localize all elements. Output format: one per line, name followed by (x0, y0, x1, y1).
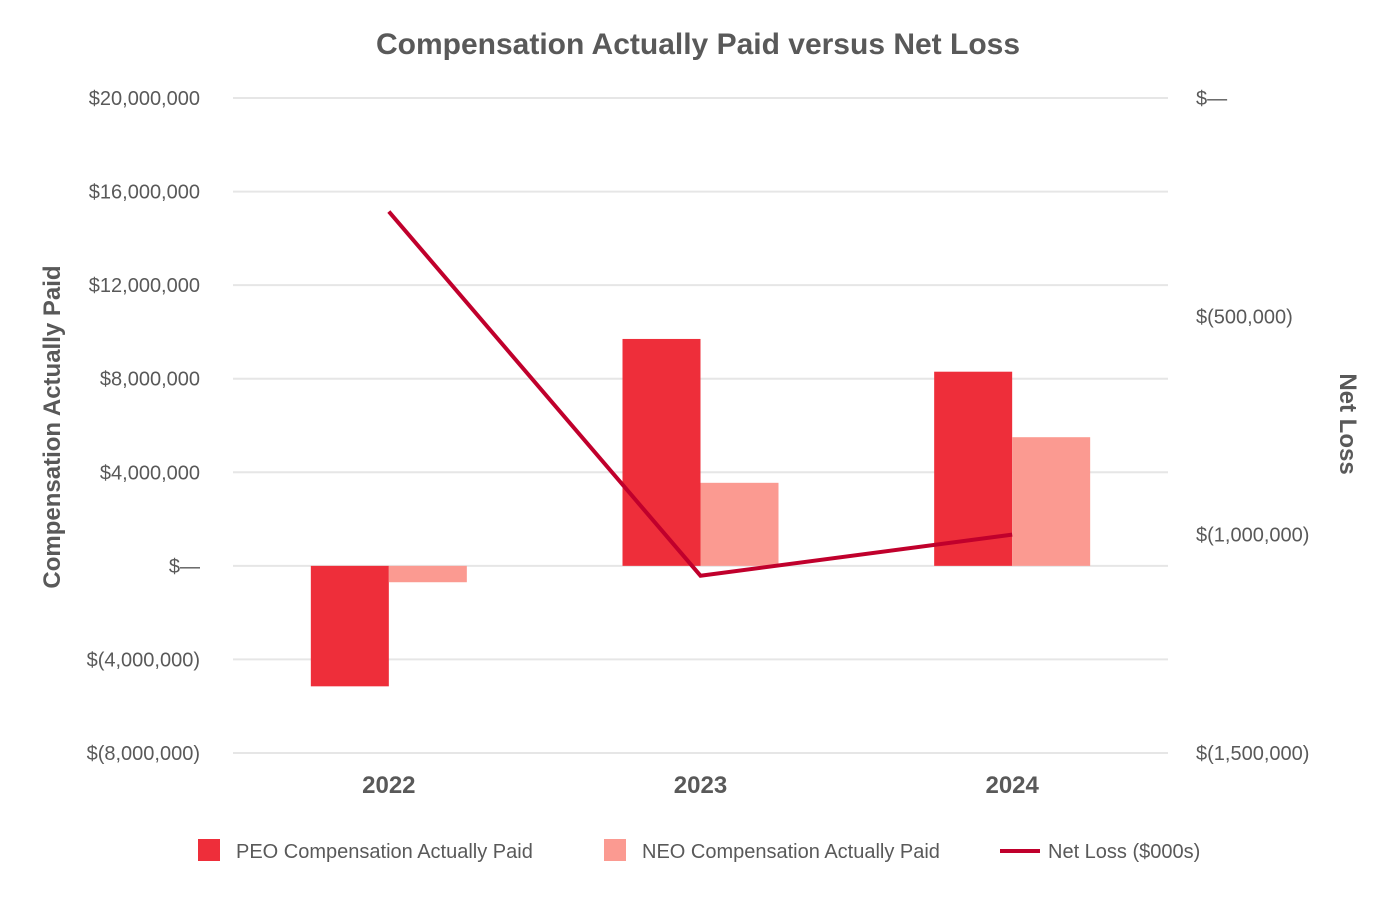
legend-item: Net Loss ($000s) (1000, 841, 1200, 863)
bars (310, 338, 1091, 687)
left-tick-label: $12,000,000 (89, 275, 200, 297)
right-tick-label: $(500,000) (1196, 306, 1293, 328)
legend-label: NEO Compensation Actually Paid (642, 841, 940, 863)
neo-bar-2022 (388, 565, 467, 583)
right-tick-label: $— (1196, 88, 1227, 110)
net-loss-line-layer (387, 210, 1013, 578)
left-tick-label: $16,000,000 (89, 182, 200, 204)
right-axis-ticks: $— $(500,000) $(1,000,000) $(1,500,000) (1196, 88, 1309, 765)
left-axis-ticks: $20,000,000 $16,000,000 $12,000,000 $8,000,… (87, 88, 200, 765)
legend-swatch (198, 839, 220, 861)
neo-bar-2024 (1012, 437, 1091, 566)
neo-bar-2023 (700, 482, 779, 566)
legend-label: Net Loss ($000s) (1048, 841, 1200, 863)
legend: PEO Compensation Actually Paid NEO Compen… (198, 839, 1200, 863)
category-label-2023: 2023 (674, 772, 727, 799)
chart-title: Compensation Actually Paid versus Net Lo… (376, 28, 1020, 61)
left-tick-label: $(4,000,000) (87, 649, 200, 671)
right-tick-label: $(1,000,000) (1196, 525, 1309, 547)
left-tick-label: $4,000,000 (100, 462, 200, 484)
left-tick-label: $— (169, 556, 200, 578)
peo-bar-2024 (934, 371, 1013, 566)
left-tick-label: $20,000,000 (89, 88, 200, 110)
category-label-2024: 2024 (985, 772, 1039, 799)
legend-item: PEO Compensation Actually Paid (198, 839, 533, 863)
category-label-2022: 2022 (362, 772, 415, 799)
right-tick-label: $(1,500,000) (1196, 743, 1309, 765)
category-labels: 2022 2023 2024 (362, 772, 1039, 799)
left-tick-label: $8,000,000 (100, 369, 200, 391)
legend-item: NEO Compensation Actually Paid (604, 839, 940, 863)
left-axis-title: Compensation Actually Paid (39, 265, 66, 588)
left-tick-label: $(8,000,000) (87, 743, 200, 765)
right-axis-title: Net Loss (1334, 373, 1361, 474)
legend-label: PEO Compensation Actually Paid (236, 841, 533, 863)
legend-swatch (604, 839, 626, 861)
peo-bar-2022 (310, 565, 389, 687)
